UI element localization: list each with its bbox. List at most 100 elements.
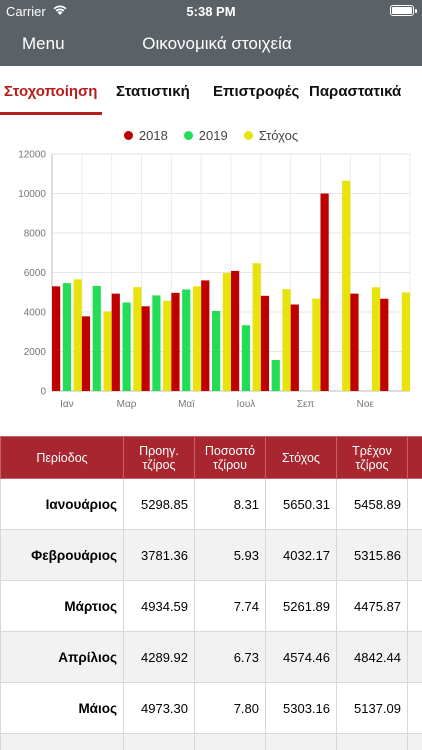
bar-2019-Φεβ xyxy=(92,285,101,391)
cell-target xyxy=(265,733,337,750)
turnover-table-container[interactable]: Περίοδος Προηγ. τζίρος Ποσοστό τζίρου Στ… xyxy=(0,436,422,750)
cell-current-turnover: 4475.87 xyxy=(336,580,408,632)
bar-2018-Σεπ xyxy=(290,304,299,391)
cell-turnover-percent: 6.73 xyxy=(194,631,266,683)
cell-current-turnover: 4842.44 xyxy=(336,631,408,683)
cell-prev-turnover: 4289.92 xyxy=(123,631,195,683)
tab-statistics[interactable]: Στατιστική xyxy=(116,83,190,100)
legend-label-target: Στόχος xyxy=(258,128,299,143)
bar-2018-Αυγ xyxy=(260,295,270,391)
bar-2018-Μαρ xyxy=(111,293,120,391)
legend-item-target: Στόχος xyxy=(243,128,299,143)
bar-2019-Ιαν xyxy=(62,283,72,391)
bar-2018-Ιουλ xyxy=(231,270,240,391)
tab-targeting[interactable]: Στοχοποίηση xyxy=(4,83,98,100)
bar-Στόχος-Αυγ xyxy=(282,289,291,391)
x-tick-label: Μαρ xyxy=(117,399,137,410)
table-row[interactable]: Φεβρουάριος 3781.36 5.93 4032.17 5315.86 xyxy=(0,529,422,581)
cell-period: Απρίλιος xyxy=(0,631,124,683)
header-prev-turnover[interactable]: Προηγ. τζίρος xyxy=(123,436,195,479)
y-tick-label: 8000 xyxy=(24,229,47,240)
legend-item-2019: 2019 xyxy=(183,128,228,143)
header-extra[interactable]: Α xyxy=(407,436,422,479)
table-row[interactable]: Απρίλιος 4289.92 6.73 4574.46 4842.44 xyxy=(0,631,422,683)
y-tick-label: 12000 xyxy=(18,150,46,161)
cell-current-turnover: 5315.86 xyxy=(336,529,408,581)
bar-Στόχος-Οκτ xyxy=(342,180,351,391)
tab-documents[interactable]: Παραστατικά xyxy=(309,83,402,100)
bar-2019-Απρ xyxy=(152,295,161,391)
active-tab-indicator xyxy=(0,112,102,115)
x-tick-label: Ιουλ xyxy=(237,399,256,410)
wifi-icon xyxy=(53,5,67,15)
bar-Στόχος-Μαϊ xyxy=(192,286,202,391)
cell-period: Φεβρουάριος xyxy=(0,529,124,581)
cell-turnover-percent: 7.74 xyxy=(194,580,266,632)
header-period[interactable]: Περίοδος xyxy=(0,436,124,479)
legend-swatch-2018 xyxy=(123,131,133,140)
cell-target: 5261.89 xyxy=(265,580,337,632)
bar-2018-Ιουν xyxy=(201,280,210,391)
x-tick-label: Μαϊ xyxy=(178,399,195,410)
bar-Στόχος-Σεπ xyxy=(312,298,321,391)
legend-item-2018: 2018 xyxy=(123,128,168,143)
bar-2018-Φεβ xyxy=(81,316,91,391)
status-bar: Carrier 5:38 PM xyxy=(0,0,422,22)
status-time: 5:38 PM xyxy=(186,4,236,19)
header-target[interactable]: Στόχος xyxy=(265,436,337,479)
cell-prev-turnover: 3781.36 xyxy=(123,529,195,581)
cell-prev-turnover: 5298.85 xyxy=(123,478,195,530)
cell-period: Μάιος xyxy=(0,682,124,734)
y-tick-label: 2000 xyxy=(24,347,47,358)
y-tick-label: 0 xyxy=(40,387,46,398)
bar-Στόχος-Μαρ xyxy=(133,287,142,391)
bar-2018-Νοε xyxy=(350,293,359,391)
legend-swatch-2019 xyxy=(183,131,193,140)
cell-extra xyxy=(407,580,422,632)
cell-current-turnover: 5458.89 xyxy=(336,478,408,530)
cell-target: 4574.46 xyxy=(265,631,337,683)
tab-returns[interactable]: Επιστροφές xyxy=(213,83,300,100)
bar-Στόχος-Ιουν xyxy=(222,272,231,391)
y-tick-label: 6000 xyxy=(24,268,47,279)
header-turnover-percent[interactable]: Ποσοστό τζίρου xyxy=(194,436,266,479)
y-tick-label: 4000 xyxy=(24,308,47,319)
page-title: Οικονομικά στοιχεία xyxy=(142,34,292,53)
cell-turnover-percent: 5.93 xyxy=(194,529,266,581)
y-tick-label: 10000 xyxy=(18,189,46,200)
table-header-row: Περίοδος Προηγ. τζίρος Ποσοστό τζίρου Στ… xyxy=(0,436,422,479)
tab-bar: Στοχοποίηση Στατιστική Επιστροφές Παραστ… xyxy=(0,66,422,116)
table-row[interactable]: Μάρτιος 4934.59 7.74 5261.89 4475.87 xyxy=(0,580,422,632)
cell-extra xyxy=(407,682,422,734)
chart: 2018 2019 Στόχος 0 2000 4000 6000 8000 10000 1… xyxy=(0,118,422,428)
bar-Στόχος-Νοε xyxy=(371,287,381,391)
cell-extra xyxy=(407,529,422,581)
table-row[interactable] xyxy=(0,733,422,750)
carrier-label: Carrier xyxy=(6,4,46,19)
x-tick-label: Νοε xyxy=(357,399,375,410)
bar-2019-Αυγ xyxy=(271,359,280,391)
cell-turnover-percent: 8.31 xyxy=(194,478,266,530)
table-row[interactable]: Μάιος 4973.30 7.80 5303.16 5137.09 xyxy=(0,682,422,734)
bar-2019-Ιουλ xyxy=(241,325,251,391)
cell-period: Μάρτιος xyxy=(0,580,124,632)
cell-extra xyxy=(407,631,422,683)
menu-button[interactable]: Menu xyxy=(22,34,65,53)
cell-period: Ιανουάριος xyxy=(0,478,124,530)
bar-Στόχος-Δεκ xyxy=(401,292,410,391)
cell-current-turnover xyxy=(336,733,408,750)
cell-target: 5303.16 xyxy=(265,682,337,734)
cell-prev-turnover: 4934.59 xyxy=(123,580,195,632)
cell-extra xyxy=(407,478,422,530)
table-row[interactable]: Ιανουάριος 5298.85 8.31 5650.31 5458.89 xyxy=(0,478,422,530)
chart-legend: 2018 2019 Στόχος xyxy=(0,128,422,143)
bar-2018-Μαϊ xyxy=(171,292,180,391)
legend-label-2018: 2018 xyxy=(138,128,168,143)
x-tick-label: Σεπ xyxy=(297,399,315,410)
bar-2019-Μαρ xyxy=(122,302,131,391)
bar-2019-Ιουν xyxy=(211,311,221,391)
bar-2018-Οκτ xyxy=(320,193,329,391)
x-tick-label: Ιαν xyxy=(60,399,74,410)
bar-Στόχος-Ιαν xyxy=(73,279,82,391)
header-current-turnover[interactable]: Τρέχον τζίρος xyxy=(336,436,408,479)
